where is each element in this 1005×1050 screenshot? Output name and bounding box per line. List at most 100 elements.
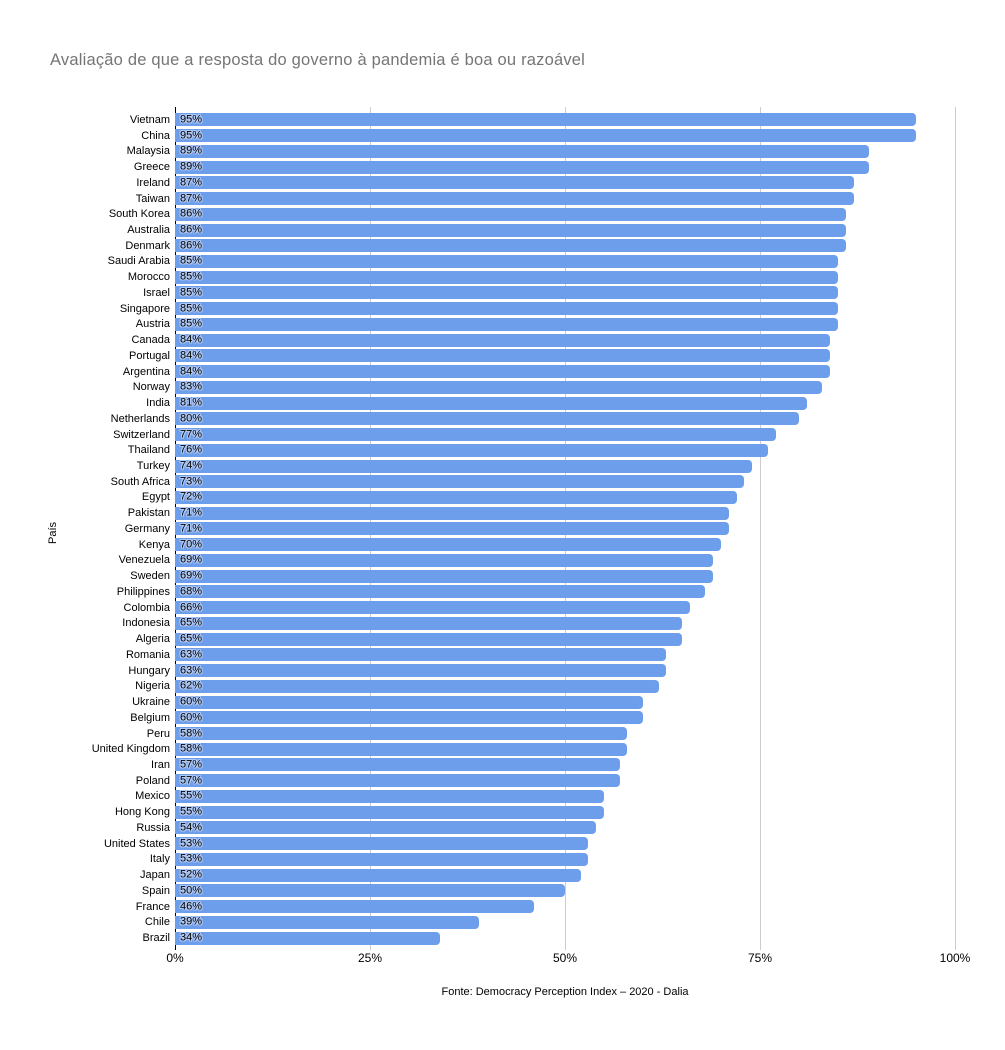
bar-value-label: 53% bbox=[180, 837, 203, 850]
country-label: China bbox=[141, 129, 170, 142]
country-label: Kenya bbox=[138, 538, 170, 551]
bar bbox=[175, 915, 480, 929]
country-label: Algeria bbox=[135, 633, 170, 646]
bar-track: 85% bbox=[175, 317, 955, 331]
bar-track: 89% bbox=[175, 160, 955, 174]
bar bbox=[175, 852, 589, 866]
bar-track: 53% bbox=[175, 837, 955, 851]
bar bbox=[175, 821, 597, 835]
bar-value-label: 84% bbox=[180, 349, 203, 362]
bar bbox=[175, 428, 776, 442]
bar-row: Poland 57% bbox=[0, 773, 955, 789]
country-label: South Korea bbox=[108, 208, 170, 221]
bar-value-label: 72% bbox=[180, 490, 203, 503]
bar-value-label: 84% bbox=[180, 365, 203, 378]
bar-row: Vietnam 95% bbox=[0, 112, 955, 128]
bar bbox=[175, 286, 838, 300]
bar-row: Argentina 84% bbox=[0, 364, 955, 380]
bar-value-label: 57% bbox=[180, 758, 203, 771]
bar bbox=[175, 192, 854, 206]
bar-row: Portugal 84% bbox=[0, 348, 955, 364]
bar bbox=[175, 113, 916, 127]
bar bbox=[175, 239, 846, 253]
country-label: Pakistan bbox=[127, 507, 170, 520]
bar bbox=[175, 317, 838, 331]
bar-track: 73% bbox=[175, 475, 955, 489]
bar-track: 95% bbox=[175, 129, 955, 143]
bar-row: Peru 58% bbox=[0, 726, 955, 742]
bar-row: Ukraine 60% bbox=[0, 694, 955, 710]
country-label: Norway bbox=[132, 381, 170, 394]
bar-value-label: 68% bbox=[180, 585, 203, 598]
country-label: Australia bbox=[127, 224, 170, 236]
bar-track: 57% bbox=[175, 774, 955, 788]
country-label: Singapore bbox=[119, 302, 170, 315]
bar bbox=[175, 868, 581, 882]
bar-row: Canada 84% bbox=[0, 332, 955, 348]
bar bbox=[175, 475, 745, 489]
country-label: Canada bbox=[131, 334, 170, 347]
country-label: Thailand bbox=[127, 444, 170, 457]
country-label: Austria bbox=[135, 318, 170, 331]
bar-value-label: 85% bbox=[180, 317, 203, 330]
bar bbox=[175, 459, 753, 473]
bar-row: Ireland 87% bbox=[0, 175, 955, 191]
country-label: Morocco bbox=[127, 271, 170, 284]
country-label: France bbox=[135, 900, 170, 913]
x-tick-label: 100% bbox=[939, 951, 971, 965]
country-label: Ukraine bbox=[132, 696, 170, 709]
bar-value-label: 34% bbox=[180, 931, 203, 944]
x-axis: 0% 25% 50% 75% 100% bbox=[166, 951, 970, 967]
bar-value-label: 63% bbox=[180, 664, 203, 677]
bar-row: Algeria 65% bbox=[0, 631, 955, 647]
bar-value-label: 60% bbox=[180, 711, 203, 724]
x-tick-label: 75% bbox=[747, 951, 773, 965]
bar bbox=[175, 443, 768, 457]
country-label: Germany bbox=[124, 522, 170, 535]
bar-value-label: 80% bbox=[180, 412, 203, 425]
x-gridline bbox=[760, 107, 761, 950]
bar-value-label: 54% bbox=[180, 821, 203, 834]
bar-row: Spain 50% bbox=[0, 883, 955, 899]
bar bbox=[175, 664, 667, 678]
bar-track: 81% bbox=[175, 396, 955, 410]
bar-row: Belgium 60% bbox=[0, 710, 955, 726]
bar bbox=[175, 396, 807, 410]
bar-track: 86% bbox=[175, 239, 955, 253]
bar-track: 71% bbox=[175, 506, 955, 520]
bar bbox=[175, 490, 737, 504]
bar-row: South Korea 86% bbox=[0, 206, 955, 222]
bar-row: Colombia 66% bbox=[0, 600, 955, 616]
bar-track: 85% bbox=[175, 270, 955, 284]
bar-row: Egypt 72% bbox=[0, 490, 955, 506]
country-label: Brazil bbox=[142, 932, 170, 945]
bar-row: Nigeria 62% bbox=[0, 678, 955, 694]
country-label: Chile bbox=[144, 916, 170, 929]
country-label: Indonesia bbox=[122, 617, 170, 630]
bar-track: 69% bbox=[175, 569, 955, 583]
bar-value-label: 87% bbox=[180, 176, 203, 189]
bar-track: 60% bbox=[175, 711, 955, 725]
bar bbox=[175, 129, 916, 143]
bar bbox=[175, 380, 823, 394]
country-label: Colombia bbox=[123, 601, 170, 614]
bar-track: 60% bbox=[175, 695, 955, 709]
bar-value-label: 62% bbox=[180, 679, 203, 692]
bar-value-label: 69% bbox=[180, 569, 203, 582]
bar-row: United States 53% bbox=[0, 836, 955, 852]
country-label: Saudi Arabia bbox=[107, 255, 170, 268]
x-tick-label: 50% bbox=[552, 951, 578, 965]
bar-row: Hungary 63% bbox=[0, 663, 955, 679]
country-label: Ireland bbox=[136, 176, 170, 189]
country-label: South Africa bbox=[110, 475, 170, 488]
bar-value-label: 95% bbox=[180, 113, 203, 126]
bar bbox=[175, 412, 799, 426]
bar bbox=[175, 900, 534, 914]
bar bbox=[175, 223, 846, 237]
country-label: Nigeria bbox=[135, 680, 170, 693]
bar-value-label: 57% bbox=[180, 774, 203, 787]
country-label: United Kingdom bbox=[91, 743, 170, 756]
bar bbox=[175, 742, 628, 756]
bar-track: 87% bbox=[175, 192, 955, 206]
bar-value-label: 85% bbox=[180, 286, 203, 299]
